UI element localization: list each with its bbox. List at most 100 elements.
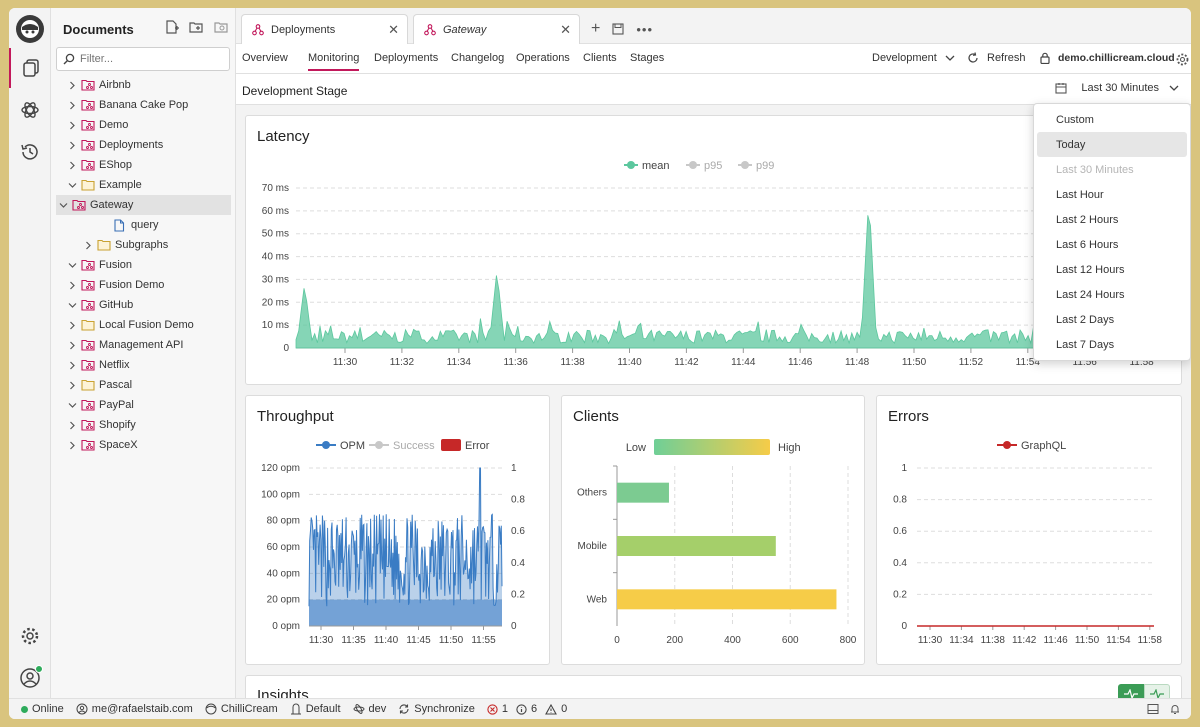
environment-status[interactable]: dev <box>353 703 386 715</box>
chevron-right-icon[interactable] <box>65 378 79 392</box>
tree-item[interactable]: Shopify <box>51 415 236 435</box>
host-label: demo.chillicream.cloud <box>1058 52 1175 64</box>
chevron-right-icon[interactable] <box>65 278 79 292</box>
tab-deployments-sub[interactable]: Deployments <box>374 52 439 64</box>
tree-item[interactable]: EShop <box>51 155 236 175</box>
tab-monitoring[interactable]: Monitoring <box>308 52 360 71</box>
tab-label: Gateway <box>443 23 487 36</box>
chevron-down-icon[interactable] <box>65 178 79 192</box>
tree-item[interactable]: Demo <box>51 115 236 135</box>
chevron-right-icon[interactable] <box>65 138 79 152</box>
new-folder-icon[interactable] <box>189 20 204 34</box>
chart-view-button[interactable] <box>1118 684 1144 698</box>
tree-item[interactable]: Fusion <box>51 255 236 275</box>
refresh-icon <box>968 52 978 63</box>
tree-item[interactable]: Airbnb <box>51 75 236 95</box>
tree-item[interactable]: Management API <box>51 335 236 355</box>
y-tick-label: 30 ms <box>262 274 289 285</box>
chevron-right-icon[interactable] <box>65 358 79 372</box>
tab-stages[interactable]: Stages <box>630 52 665 64</box>
x-tick-label: 400 <box>724 635 741 646</box>
tree-item[interactable]: Pascal <box>51 375 236 395</box>
tree-item[interactable]: Gateway <box>56 195 231 215</box>
environment-select[interactable]: Development <box>872 52 955 64</box>
time-range-option[interactable]: Last 6 Hours <box>1056 238 1119 251</box>
time-range-option[interactable]: Last 2 Hours <box>1056 213 1119 226</box>
synchronize-button[interactable]: Synchronize <box>398 703 475 715</box>
chevron-right-icon[interactable] <box>65 78 79 92</box>
chevron-down-icon[interactable] <box>65 258 79 272</box>
y2-tick-label: 1 <box>511 463 517 474</box>
panel-icon[interactable] <box>1147 703 1159 715</box>
time-range-option[interactable]: Last 24 Hours <box>1056 288 1125 301</box>
new-api-icon[interactable] <box>214 20 229 34</box>
tree-item[interactable]: Example <box>51 175 236 195</box>
filter-input[interactable] <box>80 53 220 65</box>
tree-item[interactable]: Deployments <box>51 135 236 155</box>
time-range-option[interactable]: Custom <box>1056 113 1094 126</box>
connection-status[interactable]: Online <box>21 703 64 715</box>
time-range-option[interactable]: Last 12 Hours <box>1056 263 1125 276</box>
time-range-option[interactable]: Last Hour <box>1056 188 1104 201</box>
tree-item[interactable]: Subgraphs <box>51 235 236 255</box>
table-view-button[interactable] <box>1144 684 1170 698</box>
api-folder-icon <box>81 299 95 311</box>
chevron-right-icon[interactable] <box>65 98 79 112</box>
tree-item[interactable]: GitHub <box>51 295 236 315</box>
more-icon[interactable]: ••• <box>636 21 653 37</box>
tab-gateway[interactable]: Gateway ✕ <box>413 14 580 44</box>
save-icon[interactable] <box>612 23 624 35</box>
chevron-right-icon[interactable] <box>65 318 79 332</box>
tab-changelog[interactable]: Changelog <box>451 52 505 64</box>
card-title: Errors <box>888 408 929 425</box>
y-tick-label: 120 opm <box>261 463 300 474</box>
filter-box[interactable] <box>56 47 230 71</box>
chevron-right-icon[interactable] <box>81 238 95 252</box>
tree-item[interactable]: Netflix <box>51 355 236 375</box>
status-bar: Online me@rafaelstaib.com ChilliCream De… <box>9 698 1191 719</box>
bell-icon[interactable] <box>1169 703 1181 715</box>
chevron-down-icon[interactable] <box>65 298 79 312</box>
close-icon[interactable]: ✕ <box>560 21 571 37</box>
time-range-select[interactable]: Last 30 Minutes <box>1055 82 1179 94</box>
chevron-right-icon[interactable] <box>65 118 79 132</box>
documents-activity-button[interactable] <box>9 48 51 88</box>
time-range-option[interactable]: Today <box>1037 132 1187 157</box>
workspace-status[interactable]: Default <box>290 703 341 715</box>
tree-item[interactable]: PayPal <box>51 395 236 415</box>
chevron-right-icon[interactable] <box>65 438 79 452</box>
tree-item[interactable]: Banana Cake Pop <box>51 95 236 115</box>
y-tick-label: Mobile <box>578 541 608 552</box>
refresh-button[interactable]: Refresh <box>967 52 1026 64</box>
account-activity-button[interactable] <box>9 658 51 698</box>
y2-tick-label: 0 <box>511 621 517 632</box>
problems-status[interactable]: 1 6 0 <box>487 703 567 715</box>
tab-overview[interactable]: Overview <box>242 52 288 64</box>
tree-item[interactable]: query <box>51 215 236 235</box>
chevron-right-icon[interactable] <box>65 158 79 172</box>
settings-activity-button[interactable] <box>9 616 51 656</box>
host-indicator[interactable]: demo.chillicream.cloud <box>1040 52 1175 64</box>
chevron-right-icon[interactable] <box>65 418 79 432</box>
x-tick-label: 11:38 <box>981 635 1006 646</box>
time-range-option[interactable]: Last 2 Days <box>1056 313 1115 326</box>
time-range-option[interactable]: Last 7 Days <box>1056 338 1115 351</box>
settings-gear-icon[interactable] <box>1176 53 1189 66</box>
tab-clients[interactable]: Clients <box>583 52 617 64</box>
new-document-icon[interactable] <box>165 20 179 34</box>
add-tab-icon[interactable]: + <box>591 20 601 37</box>
chillicream-logo[interactable] <box>16 15 44 43</box>
user-status[interactable]: me@rafaelstaib.com <box>76 703 193 715</box>
graph-activity-button[interactable] <box>9 90 51 130</box>
organization-status[interactable]: ChilliCream <box>205 703 278 715</box>
tree-item[interactable]: SpaceX <box>51 435 236 455</box>
tab-deployments[interactable]: Deployments ✕ <box>241 14 408 44</box>
tab-operations[interactable]: Operations <box>516 52 570 64</box>
chevron-down-icon[interactable] <box>56 198 70 212</box>
history-activity-button[interactable] <box>9 132 51 172</box>
close-icon[interactable]: ✕ <box>388 21 399 37</box>
tree-item[interactable]: Local Fusion Demo <box>51 315 236 335</box>
chevron-right-icon[interactable] <box>65 338 79 352</box>
tree-item[interactable]: Fusion Demo <box>51 275 236 295</box>
chevron-down-icon[interactable] <box>65 398 79 412</box>
